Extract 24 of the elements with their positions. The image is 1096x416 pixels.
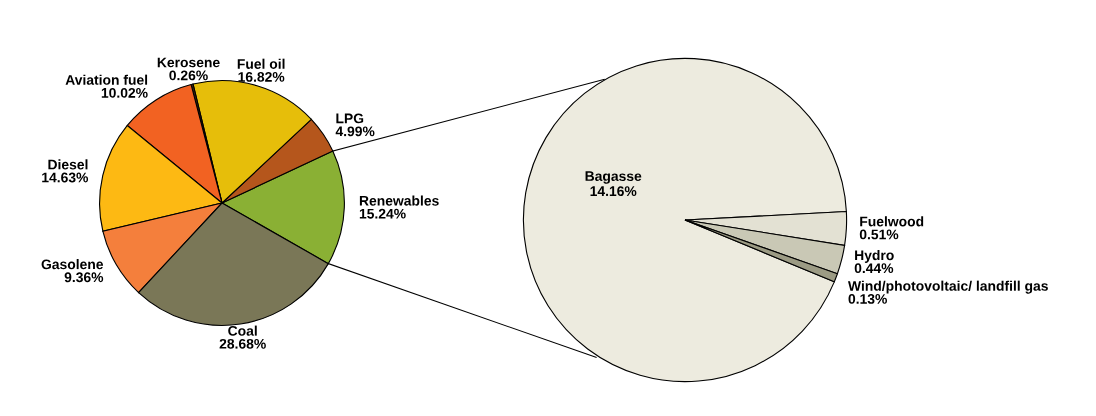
- slice-label: Fuel oil: [237, 58, 285, 69]
- data-label: 0.51%: [859, 229, 899, 240]
- data-label: 28.68%: [219, 338, 266, 349]
- slice-label: Renewables: [359, 195, 439, 206]
- slice-label: LPG: [336, 113, 364, 124]
- data-label: 10.02%: [101, 87, 148, 98]
- slice-label: Hydro: [855, 249, 894, 263]
- data-label: 0.13%: [848, 294, 887, 304]
- data-label: 16.82%: [238, 71, 285, 82]
- data-label: 14.63%: [42, 172, 89, 183]
- data-label: 4.99%: [335, 126, 375, 137]
- slice-label: Fuelwood: [860, 216, 924, 227]
- slice-label: Bagasse: [585, 171, 642, 184]
- slice-label: Kerosene: [157, 57, 220, 68]
- slice-label: Gasolene: [41, 259, 104, 270]
- data-label: 9.36%: [64, 272, 104, 283]
- slice-label: Wind/photovoltaic/ landfill gas: [847, 280, 1048, 294]
- slice-label: Coal: [228, 325, 257, 336]
- data-label: 0.44%: [854, 263, 894, 274]
- data-label: 0.26%: [169, 70, 208, 81]
- data-label: 15.24%: [359, 208, 406, 219]
- data-label: 14.16%: [590, 186, 637, 197]
- slice-label: Aviation fuel: [65, 74, 148, 85]
- slice-label: Diesel: [48, 159, 88, 170]
